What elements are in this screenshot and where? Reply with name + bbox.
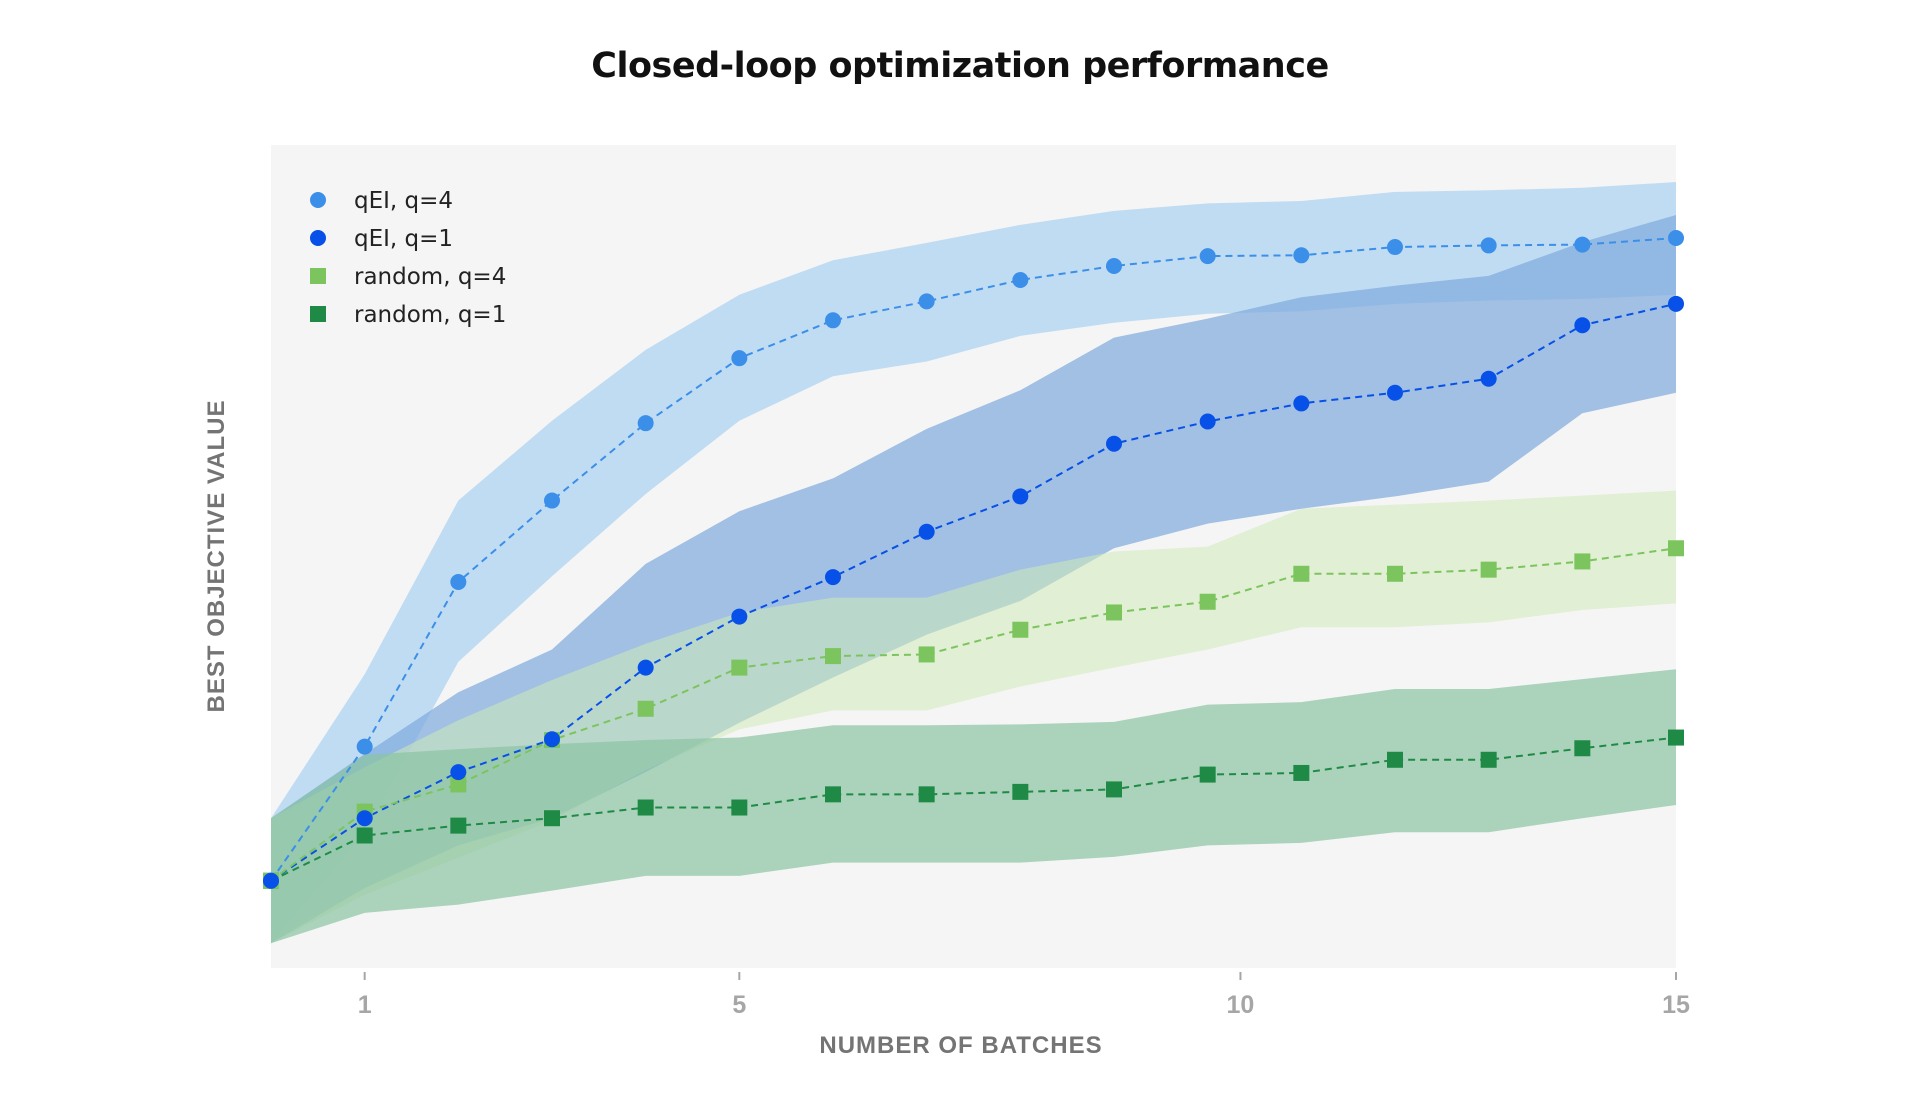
legend-circle-marker-icon	[310, 192, 326, 208]
point-qei-q-1-6	[825, 569, 841, 586]
x-tick-label: 10	[1227, 991, 1255, 1019]
legend-circle-marker-icon	[310, 230, 326, 246]
point-random-q-4-11	[1293, 565, 1310, 582]
x-tick-label: 1	[358, 991, 372, 1019]
point-qei-q-4-6	[825, 312, 841, 329]
point-qei-q-4-7	[918, 293, 935, 310]
point-random-q-4-2	[450, 776, 467, 793]
point-qei-q-1-15	[1668, 295, 1684, 312]
band-random-q-1	[271, 669, 1676, 944]
point-random-q-1-5	[731, 799, 748, 816]
legend-item-random-q-4: random, q=4	[310, 264, 506, 290]
point-qei-q-1-11	[1293, 395, 1310, 412]
series-markers	[263, 229, 1684, 889]
point-random-q-4-14	[1574, 553, 1591, 570]
point-qei-q-4-4	[637, 415, 654, 432]
point-qei-q-1-2	[450, 764, 467, 781]
point-qei-q-1-9	[1106, 435, 1122, 452]
point-random-q-1-8	[1012, 783, 1029, 800]
legend-label: qEI, q=1	[354, 226, 453, 252]
line-random-q-1	[270, 736, 1677, 882]
legend-square-marker-icon	[310, 306, 326, 322]
point-random-q-1-7	[918, 786, 935, 803]
line-qei-q-4	[270, 237, 1677, 882]
point-random-q-1-14	[1574, 740, 1591, 757]
line-random-q-4	[270, 547, 1677, 882]
point-qei-q-4-8	[1012, 271, 1029, 288]
point-qei-q-1-14	[1574, 317, 1591, 334]
legend-label: qEI, q=4	[354, 188, 453, 214]
legend-label: random, q=1	[354, 302, 506, 328]
point-random-q-4-8	[1012, 621, 1029, 638]
point-random-q-1-4	[637, 799, 654, 816]
point-qei-q-4-13	[1480, 237, 1497, 254]
point-random-q-1-6	[825, 786, 841, 803]
point-random-q-1-9	[1106, 781, 1122, 798]
chart-title: Closed-loop optimization performance	[591, 46, 1329, 86]
point-qei-q-4-14	[1574, 236, 1591, 253]
point-qei-q-4-15	[1668, 229, 1684, 246]
band-qei-q-4	[271, 182, 1676, 944]
point-random-q-1-10	[1199, 766, 1216, 783]
point-qei-q-4-11	[1293, 247, 1310, 264]
point-qei-q-4-10	[1199, 248, 1216, 265]
point-random-q-1-11	[1293, 764, 1310, 781]
point-random-q-4-12	[1387, 565, 1403, 582]
y-axis-label: BEST OBJECTIVE VALUE	[203, 400, 230, 713]
point-qei-q-1-12	[1387, 384, 1403, 401]
legend-label: random, q=4	[354, 264, 506, 290]
point-random-q-1-13	[1480, 751, 1497, 768]
x-tick-label: 5	[732, 991, 746, 1019]
point-qei-q-1-5	[731, 608, 748, 625]
point-qei-q-4-9	[1106, 257, 1122, 274]
point-qei-q-4-2	[450, 574, 467, 591]
legend-square-marker-icon	[310, 268, 326, 284]
point-random-q-1-12	[1387, 751, 1403, 768]
band-random-q-4	[271, 490, 1676, 944]
point-qei-q-4-5	[731, 350, 748, 367]
point-random-q-4-6	[825, 648, 841, 665]
point-random-q-4-7	[918, 646, 935, 663]
point-random-q-4-9	[1106, 604, 1122, 621]
point-qei-q-1-13	[1480, 370, 1497, 387]
point-random-q-4-10	[1199, 593, 1216, 610]
point-qei-q-1-4	[637, 659, 654, 676]
point-qei-q-4-3	[544, 492, 560, 509]
point-random-q-4-15	[1668, 540, 1684, 557]
x-axis-ticks: 1 5 10 15	[358, 972, 1690, 1019]
x-tick-label: 15	[1662, 991, 1690, 1019]
legend-item-qei-q-4: qEI, q=4	[310, 188, 453, 214]
confidence-bands	[271, 182, 1676, 944]
point-random-q-4-13	[1480, 561, 1497, 578]
point-qei-q-4-1	[356, 738, 373, 755]
legend-item-qei-q-1: qEI, q=1	[310, 226, 453, 252]
point-random-q-4-5	[731, 659, 748, 676]
point-qei-q-1-10	[1199, 413, 1216, 430]
point-qei-q-4-12	[1387, 239, 1403, 256]
point-qei-q-1-0	[263, 872, 279, 889]
legend: qEI, q=4 qEI, q=1 random, q=4 random, q=1	[310, 188, 506, 328]
point-random-q-1-1	[356, 827, 373, 844]
point-random-q-1-3	[544, 810, 560, 827]
series-lines	[270, 237, 1677, 882]
point-random-q-1-15	[1668, 729, 1684, 746]
point-random-q-1-2	[450, 817, 467, 834]
x-axis-label: NUMBER OF BATCHES	[819, 1032, 1102, 1059]
point-qei-q-1-3	[544, 731, 560, 748]
line-qei-q-1	[270, 302, 1677, 882]
point-qei-q-1-7	[918, 523, 935, 540]
point-qei-q-1-1	[356, 810, 373, 827]
legend-item-random-q-1: random, q=1	[310, 302, 506, 328]
point-qei-q-1-8	[1012, 488, 1029, 505]
point-random-q-4-4	[637, 700, 654, 717]
